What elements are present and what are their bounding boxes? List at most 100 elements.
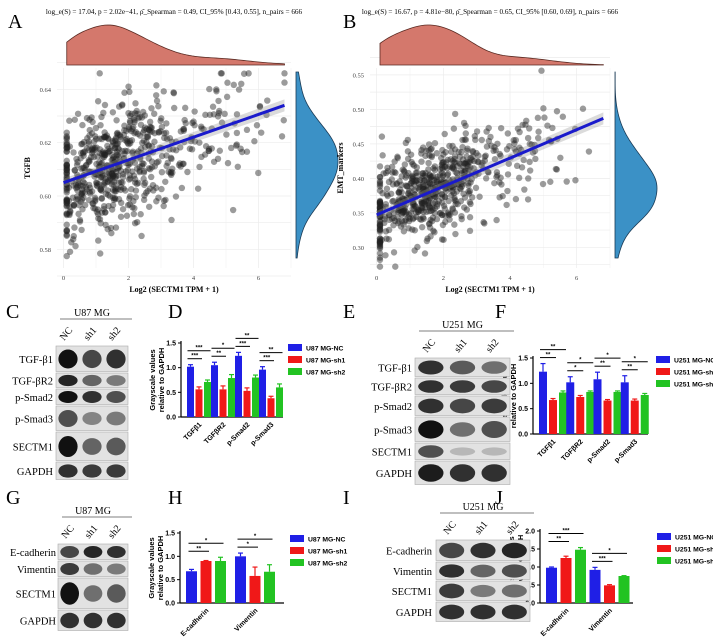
scatter-point [237,145,244,152]
scatter-point [75,210,82,218]
blot-row-label-p-smad2: p-Smad2 [15,393,53,404]
scatter-point [91,146,98,153]
scatter-point [403,209,410,216]
scatter-point [217,70,225,77]
scatter-point [406,192,414,199]
scatter-point [386,212,393,219]
scatter-point [395,218,403,225]
scatter-point [125,109,132,117]
scatter-point [113,155,120,162]
scatter-point [67,208,74,216]
scatter-point [89,148,97,155]
scatter-point [437,209,444,217]
scatter-point [99,154,106,162]
scatter-point [91,205,99,212]
protein-band [470,584,496,598]
scatter-point [387,190,395,197]
scatter-point [389,169,396,176]
scatter-point [419,205,426,212]
scatter-point [210,111,218,118]
scatter-point [73,161,81,169]
scatter-point [117,136,125,143]
scatter-point [381,219,388,227]
scatter-point [376,235,384,242]
scatter-point [233,142,240,149]
scatter-point [155,129,162,136]
scatter-point [409,226,416,233]
bar-u251-mg-nc [620,382,629,434]
scatter-point [129,149,136,157]
scatter-point [409,178,416,185]
scatter-point [91,144,98,151]
x-tick-label: TGFβ1 [537,438,558,459]
scatter-point [402,210,409,217]
legend-swatch [657,545,671,552]
scatter-point [86,126,93,134]
scatter-point [123,138,131,145]
scatter-point [119,147,126,155]
scatter-point [449,188,456,195]
scatter-point [157,127,164,135]
scatter-point [132,193,139,201]
scatter-point [451,221,458,228]
bar-u251-mg-nc [589,569,601,603]
x-tick-label: E-cadherin [540,607,571,638]
scatter-point [433,178,441,186]
scatter-point [141,192,148,199]
protein-band [418,360,444,375]
scatter-point [101,179,109,186]
panel-letter-H: H [168,487,182,509]
scatter-point [78,149,85,157]
scatter-point [128,186,135,193]
scatter-point [397,223,405,230]
scatter-point [396,197,403,205]
scatter-point [405,189,412,197]
scatter-point [166,146,173,153]
scatter-point [390,209,397,216]
protein-band [449,380,476,393]
lane-label: NC [421,337,439,355]
scatter-point [73,196,80,203]
scatter-point [63,161,70,169]
scatter-point [386,216,393,224]
scatter-point [264,97,271,104]
scatter-point [407,151,415,158]
scatter-point [71,166,79,174]
scatter-point [563,178,570,185]
bar-u251-mg-sh1 [560,558,572,603]
scatter-point [162,196,169,204]
scatter-point [115,103,123,110]
scatter-point [163,162,170,170]
legend-swatch [290,547,304,554]
scatter-point [86,184,94,192]
lane-label: NC [442,519,460,537]
lane-label: sh2 [504,519,521,537]
protein-band [107,563,126,575]
scatter-point [405,214,412,221]
scatter-point [426,171,433,178]
scatter-point [436,210,444,217]
x-tick-label: 0 [375,275,378,282]
scatter-point [139,108,147,116]
scatter-point [63,226,70,234]
scatter-point [449,142,456,150]
scatter-point [112,184,119,192]
scatter-point [496,179,503,186]
scatter-point [475,158,482,166]
y-tick-label: 0.5 [165,577,175,584]
scatter-point [379,152,386,159]
bar-u87-mg-nc [259,369,266,417]
scatter-point [89,200,96,207]
scatter-point [101,209,109,216]
y-tick-label: 0.64 [40,87,52,94]
scatter-point [402,216,410,223]
scatter-point [406,215,413,222]
protein-band [82,391,102,403]
scatter-point [281,79,288,86]
scatter-point [376,227,384,234]
scatter-point [553,166,561,173]
scatter-point [133,107,140,115]
scatter-point [94,98,102,105]
scatter-point [466,199,474,206]
scatter-point [484,168,492,176]
